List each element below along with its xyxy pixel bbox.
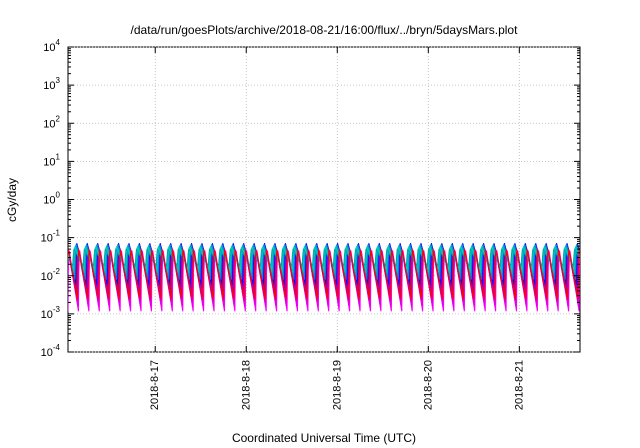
y-tick-exponent: 2 xyxy=(56,114,61,123)
series-group xyxy=(68,243,580,312)
y-tick-label: 103 xyxy=(43,76,60,92)
axis-ticks-group xyxy=(68,46,580,353)
x-tick-label: 2018-8-21 xyxy=(513,360,525,410)
y-tick-label: 10-4 xyxy=(41,343,61,359)
series-line xyxy=(68,249,580,300)
y-tick-base: 10 xyxy=(41,347,53,359)
y-tick-exponent: -4 xyxy=(53,343,61,352)
y-tick-exponent: -1 xyxy=(53,229,61,238)
y-tick-base: 10 xyxy=(41,271,53,283)
y-tick-base: 10 xyxy=(43,42,55,54)
y-tick-exponent: -2 xyxy=(53,267,61,276)
y-tick-base: 10 xyxy=(41,233,53,245)
y-tick-base: 10 xyxy=(43,80,55,92)
y-tick-exponent: 3 xyxy=(56,76,61,85)
y-tick-label: 10-1 xyxy=(41,229,61,245)
chart-title: /data/run/goesPlots/archive/2018-08-21/1… xyxy=(131,23,519,37)
plot-area-group xyxy=(67,46,581,353)
y-tick-exponent: 4 xyxy=(56,38,61,47)
x-tick-label: 2018-8-17 xyxy=(149,360,161,410)
y-tick-base: 10 xyxy=(43,118,55,130)
y-tick-label: 101 xyxy=(43,152,60,168)
y-tick-exponent: -3 xyxy=(53,305,61,314)
y-tick-base: 10 xyxy=(43,195,55,207)
x-tick-label: 2018-8-20 xyxy=(422,360,434,410)
y-tick-exponent: 1 xyxy=(56,152,61,161)
y-tick-base: 10 xyxy=(43,156,55,168)
y-tick-base: 10 xyxy=(41,309,53,321)
y-tick-label: 104 xyxy=(43,38,60,54)
y-tick-exponent: 0 xyxy=(56,191,61,200)
x-tick-labels: 2018-8-17 2018-8-18 2018-8-19 2018-8-20 2018… xyxy=(149,360,525,410)
grid-group xyxy=(68,46,580,353)
y-tick-label: 10-3 xyxy=(41,305,61,321)
x-tick-label: 2018-8-18 xyxy=(240,360,252,410)
y-axis-title: cGy/day xyxy=(5,178,19,222)
y-tick-label: 10-2 xyxy=(41,267,61,283)
y-tick-label: 102 xyxy=(43,114,60,130)
y-tick-label: 100 xyxy=(43,191,60,207)
x-tick-label: 2018-8-19 xyxy=(331,360,343,410)
x-axis-title: Coordinated Universal Time (UTC) xyxy=(232,431,416,445)
